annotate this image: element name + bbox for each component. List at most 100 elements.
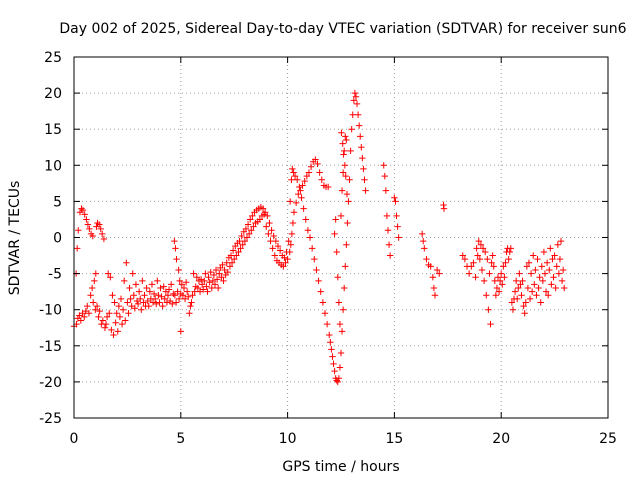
data-point: [208, 284, 215, 292]
data-point: [286, 198, 294, 205]
data-point: [128, 302, 135, 310]
data-point: [82, 307, 89, 315]
data-point: [153, 300, 160, 308]
data-point: [83, 216, 90, 223]
data-point: [127, 295, 134, 303]
data-point: [122, 317, 129, 324]
data-point: [477, 241, 485, 248]
data-point: [151, 295, 159, 303]
data-point: [78, 205, 85, 212]
data-point: [89, 232, 96, 240]
data-point: [556, 255, 564, 263]
data-point: [382, 187, 390, 194]
data-point: [218, 274, 225, 281]
data-point: [180, 284, 188, 292]
data-point: [100, 235, 108, 243]
data-point: [295, 190, 302, 198]
data-points: [70, 89, 568, 386]
data-point: [329, 353, 336, 360]
data-point: [327, 338, 334, 346]
data-point: [126, 284, 133, 292]
data-point: [185, 293, 192, 300]
data-point: [239, 241, 246, 248]
data-point: [90, 299, 97, 306]
data-point: [342, 263, 349, 270]
data-point: [177, 328, 184, 335]
data-point: [247, 216, 254, 223]
data-point: [526, 295, 534, 303]
data-point: [224, 268, 231, 276]
data-point: [339, 306, 347, 313]
data-point: [143, 284, 150, 292]
data-point: [512, 277, 520, 285]
data-point: [509, 306, 517, 313]
data-point: [331, 367, 338, 375]
data-point: [350, 97, 358, 104]
data-point: [87, 292, 94, 299]
data-point: [311, 255, 318, 263]
data-point: [474, 252, 481, 259]
data-point: [272, 237, 280, 245]
data-point: [540, 248, 548, 256]
data-point: [337, 212, 345, 220]
data-point: [144, 297, 151, 305]
data-point: [561, 284, 568, 292]
data-point: [519, 277, 526, 285]
data-point: [196, 288, 204, 295]
data-point: [146, 288, 154, 295]
data-point: [559, 266, 567, 274]
data-point: [321, 310, 329, 317]
y-tick-label: 10: [44, 158, 62, 174]
data-point: [248, 227, 255, 234]
data-point: [130, 292, 138, 299]
x-tick-label: 25: [599, 431, 617, 447]
data-point: [532, 266, 539, 274]
data-point: [335, 375, 343, 382]
data-point: [395, 234, 402, 241]
data-point: [193, 274, 201, 281]
data-point: [250, 223, 257, 230]
data-point: [336, 364, 344, 371]
data-point: [459, 252, 466, 259]
data-point: [521, 310, 528, 317]
data-point: [355, 122, 363, 129]
data-point: [523, 263, 531, 270]
data-point: [488, 259, 495, 266]
data-point: [461, 255, 469, 263]
data-point: [223, 259, 230, 266]
data-point: [527, 270, 535, 277]
data-point: [502, 259, 509, 266]
data-point: [360, 165, 367, 173]
data-point: [219, 261, 226, 269]
data-point: [190, 270, 197, 277]
data-point: [475, 237, 482, 245]
data-point: [114, 328, 121, 335]
data-point: [528, 288, 536, 295]
data-point: [494, 274, 502, 281]
data-point: [123, 259, 130, 266]
y-tick-label: -5: [48, 267, 62, 283]
data-point: [313, 266, 320, 274]
data-point: [481, 248, 489, 256]
data-point: [341, 162, 349, 169]
data-point: [337, 349, 345, 357]
data-point: [315, 277, 322, 285]
data-point: [77, 317, 85, 324]
data-point: [294, 176, 301, 183]
data-point: [349, 111, 356, 118]
data-point: [344, 219, 351, 227]
data-point: [486, 270, 493, 277]
data-point: [546, 266, 553, 274]
data-point: [316, 169, 323, 176]
data-point: [304, 227, 312, 234]
data-point: [201, 277, 208, 285]
data-point: [158, 293, 165, 300]
data-point: [514, 295, 521, 303]
data-point: [493, 284, 501, 292]
data-point: [280, 263, 287, 270]
data-point: [480, 277, 488, 285]
data-point: [483, 292, 490, 299]
data-point: [423, 255, 430, 263]
data-point: [302, 216, 309, 223]
data-point: [235, 248, 242, 256]
